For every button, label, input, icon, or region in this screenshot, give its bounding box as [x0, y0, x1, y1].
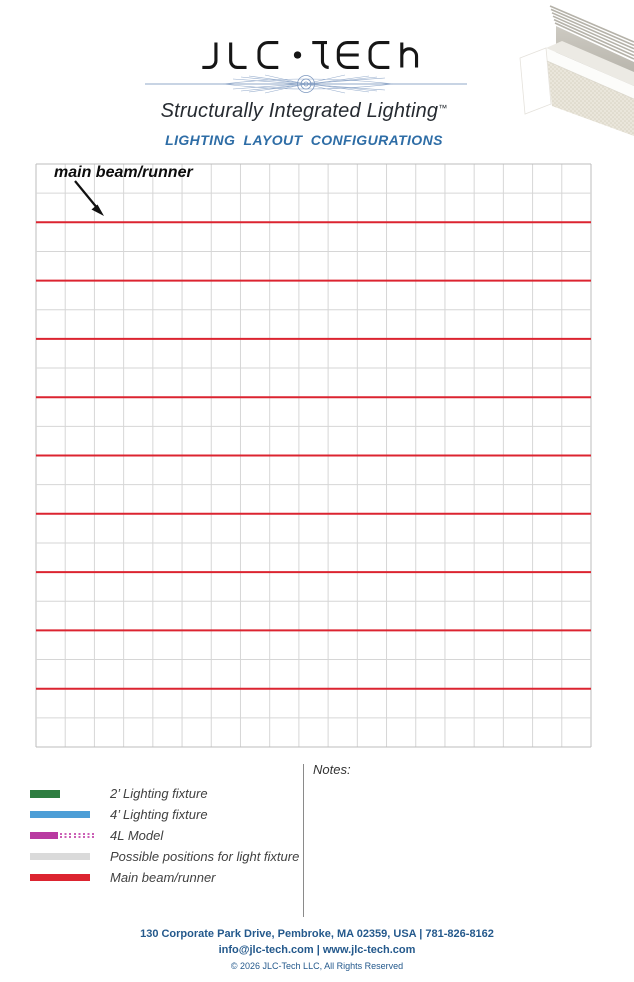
- legend-swatch-main-beam: [30, 874, 90, 881]
- main-beam-annotation: main beam/runner: [54, 164, 193, 181]
- legend-label: 4’ Lighting fixture: [110, 807, 208, 822]
- footer-address: 130 Corporate Park Drive, Pembroke, MA 0…: [140, 928, 494, 940]
- legend-swatch-2ft-fixture: [30, 789, 60, 798]
- legend-item-possible-positions: Possible positions for light fixture: [30, 846, 300, 867]
- legend-item-4l-model: 4L Model: [30, 825, 300, 846]
- legend-label: 4L Model: [110, 828, 164, 843]
- annotation-arrow: [74, 180, 104, 216]
- legend-label: Main beam/runner: [110, 870, 216, 885]
- logo-flourish: [145, 74, 467, 94]
- footer: 130 Corporate Park Drive, Pembroke, MA 0…: [0, 927, 634, 971]
- notes-divider: [303, 764, 305, 917]
- notes-label: Notes:: [313, 762, 351, 777]
- logo-text: JLC • tech: [0, 0, 1, 1]
- product-photo-fixture: [519, 5, 634, 136]
- page-title: LIGHTING LAYOUT CONFIGURATIONS: [165, 132, 443, 148]
- legend-swatch-4ft-fixture: [30, 811, 90, 818]
- legend-label: 2’ Lighting fixture: [110, 786, 208, 801]
- legend-swatch-4l-model-dotted: [60, 832, 94, 839]
- legend-swatch-possible-positions: [30, 853, 90, 860]
- logo: [202, 40, 419, 70]
- legend: 2’ Lighting fixture 4’ Lighting fixture …: [30, 783, 300, 888]
- legend-label: Possible positions for light fixture: [110, 849, 300, 864]
- legend-swatch-4l-model: [30, 832, 58, 839]
- legend-item-2ft-fixture: 2’ Lighting fixture: [30, 783, 300, 804]
- trademark-symbol: ™: [438, 103, 448, 113]
- layout-grid: [35, 163, 592, 748]
- legend-item-main-beam: Main beam/runner: [30, 867, 300, 888]
- legend-item-4ft-fixture: 4’ Lighting fixture: [30, 804, 300, 825]
- footer-copyright: © 2026 JLC-Tech LLC, All Rights Reserved: [230, 961, 404, 971]
- tagline: Structurally Integrated Lighting™: [160, 100, 448, 122]
- footer-contact-links[interactable]: info@jlc-tech.com | www.jlc-tech.com: [218, 944, 416, 956]
